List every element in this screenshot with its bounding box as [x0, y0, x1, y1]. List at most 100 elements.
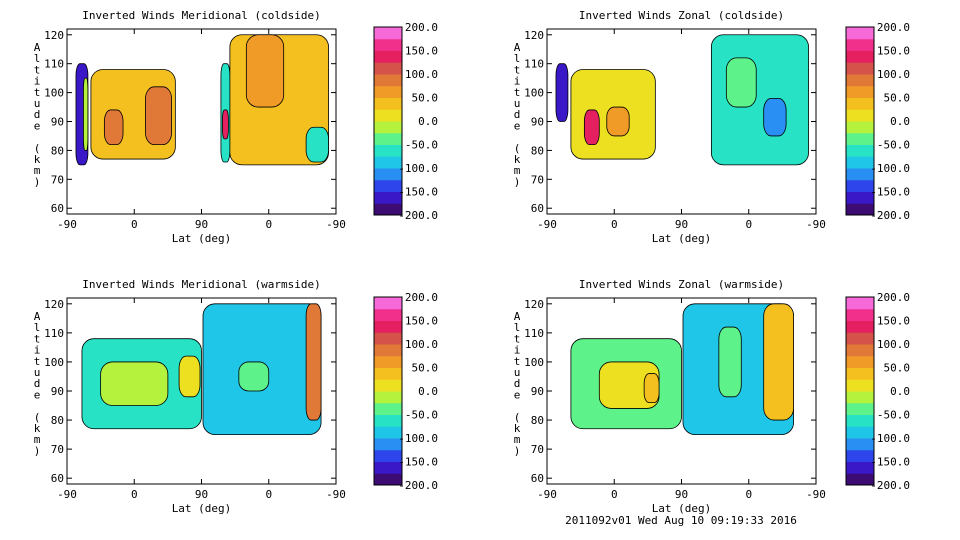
colorbar-swatch: [374, 344, 402, 357]
colorbar-swatch: [846, 50, 874, 63]
colorbar-swatch: [846, 168, 874, 181]
colorbar-swatch: [846, 132, 874, 145]
colorbar-tick-label: 150.0: [405, 315, 438, 328]
y-tick-label: 60: [51, 202, 64, 215]
colorbar-tick-label: -50.0: [405, 139, 438, 152]
colorbar-swatch: [846, 109, 874, 122]
colorbar-tick-label: -200.0: [398, 479, 438, 492]
colorbar-tick-label: 50.0: [884, 362, 911, 375]
colorbar-swatch: [846, 297, 874, 310]
y-tick-label: 110: [524, 58, 544, 71]
x-axis-label: Lat (deg): [172, 232, 232, 245]
colorbar-swatch: [374, 402, 402, 415]
colorbar-swatch: [374, 367, 402, 380]
colorbar-swatch: [846, 426, 874, 439]
colorbar-swatch: [374, 297, 402, 310]
contour-region: [305, 126, 329, 163]
colorbar-swatch: [374, 203, 402, 216]
colorbar-swatch: [846, 203, 874, 216]
contour-field: [555, 34, 809, 166]
colorbar-swatch: [846, 402, 874, 415]
y-tick-label: 100: [524, 87, 544, 100]
y-tick-label: 110: [524, 327, 544, 340]
x-tick-label: -90: [326, 218, 346, 231]
contour-region: [100, 361, 169, 406]
colorbar-swatch: [374, 461, 402, 474]
colorbar-swatch: [374, 355, 402, 368]
contour-region: [145, 86, 173, 146]
colorbar-tick-label: -200.0: [870, 479, 910, 492]
colorbar-tick-label: 50.0: [884, 92, 911, 105]
x-axis-label: Lat (deg): [652, 232, 712, 245]
y-tick-label: 100: [44, 87, 64, 100]
chart-panel-4: Inverted Winds Zonal (warmside) -90 0 90 0 -9…: [514, 278, 910, 515]
chart-panel-2: Inverted Winds Zonal (coldside) -90 0 90 0 -9…: [514, 9, 910, 245]
x-tick-label: 0: [611, 488, 618, 501]
colorbar: 200.0 150.0 100.0 50.0 0.0 -50.0 -100.0 -150.0 -…: [845, 291, 911, 492]
colorbar-tick-label: -200.0: [870, 209, 910, 222]
x-tick-label: 90: [675, 218, 688, 231]
x-tick-label: -90: [326, 488, 346, 501]
contour-region: [763, 97, 787, 137]
colorbar-swatch: [374, 144, 402, 157]
colorbar-swatch: [374, 308, 402, 321]
contour-region: [718, 326, 742, 398]
x-tick-label: -90: [537, 488, 557, 501]
chart-title: Inverted Winds Zonal (coldside): [579, 9, 784, 22]
colorbar-swatch: [374, 179, 402, 192]
colorbar-swatch: [846, 97, 874, 110]
x-tick-label: 0: [131, 218, 138, 231]
x-tick-label: -90: [806, 488, 826, 501]
contour-region: [178, 355, 201, 398]
y-tick-label: 90: [531, 116, 544, 129]
colorbar-tick-label: 0.0: [890, 385, 910, 398]
y-tick-label: 80: [531, 144, 544, 157]
contour-region: [606, 106, 630, 137]
x-axis-label: Lat (deg): [652, 502, 712, 515]
chart-panels: Inverted Winds Meridional (coldside) -90 0…: [34, 9, 910, 515]
colorbar-tick-label: 200.0: [405, 21, 438, 34]
colorbar-tick-label: -150.0: [870, 456, 910, 469]
y-tick-label: 90: [51, 385, 64, 398]
colorbar: 200.0 150.0 100.0 50.0 0.0 -50.0 -100.0 -150.0 -…: [373, 21, 439, 222]
contour-field: [570, 303, 794, 435]
colorbar-swatch: [846, 121, 874, 134]
colorbar-frame: [845, 26, 875, 216]
colorbar-swatch: [374, 132, 402, 145]
contour-region: [222, 109, 229, 140]
x-tick-label: -90: [57, 488, 77, 501]
x-tick-label: -90: [57, 218, 77, 231]
colorbar-swatch: [846, 449, 874, 462]
contour-region: [710, 34, 809, 166]
colorbar-swatch: [846, 379, 874, 392]
footer-timestamp: 2011092v01 Wed Aug 10 09:19:33 2016: [565, 514, 797, 527]
colorbar-swatch: [846, 191, 874, 204]
colorbar: 200.0 150.0 100.0 50.0 0.0 -50.0 -100.0 -150.0 -…: [373, 291, 438, 492]
y-tick-label: 90: [531, 385, 544, 398]
colorbar-swatch: [846, 461, 874, 474]
colorbar-tick-label: 200.0: [877, 291, 910, 304]
y-tick-label: 80: [51, 144, 64, 157]
colorbar-swatch: [846, 156, 874, 169]
colorbar-swatch: [846, 320, 874, 333]
colorbar-tick-label: -100.0: [398, 432, 438, 445]
colorbar-tick-label: 50.0: [412, 92, 439, 105]
chart-panel-1: Inverted Winds Meridional (coldside) -90 0…: [34, 9, 438, 245]
x-tick-label: 0: [265, 218, 272, 231]
chart-title: Inverted Winds Zonal (warmside): [579, 278, 784, 291]
colorbar-swatch: [846, 367, 874, 380]
y-tick-label: 70: [531, 173, 544, 186]
y-tick-label: 100: [524, 356, 544, 369]
colorbar-swatch: [846, 74, 874, 87]
y-tick-label: 90: [51, 116, 64, 129]
colorbar-swatch: [374, 97, 402, 110]
colorbar-tick-label: -150.0: [398, 186, 438, 199]
contour-region: [583, 109, 600, 146]
colorbar-swatch: [846, 38, 874, 51]
colorbar-tick-label: 200.0: [405, 291, 438, 304]
colorbar-swatch: [374, 438, 402, 451]
contour-region: [103, 109, 124, 146]
colorbar-swatch: [374, 473, 402, 486]
